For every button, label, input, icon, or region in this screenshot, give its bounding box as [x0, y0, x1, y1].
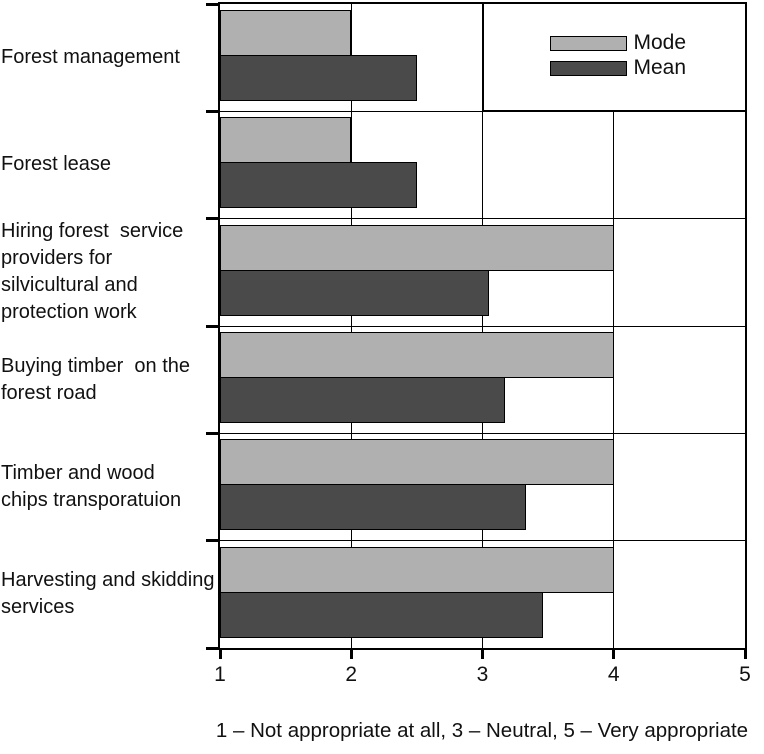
bar-mean [220, 484, 526, 531]
bar-mode [220, 546, 614, 593]
plot-area: Mode Mean [218, 2, 747, 650]
legend-label-mean: Mean [633, 56, 687, 79]
x-tick-label: 1 [214, 663, 226, 686]
legend: Mode Mean [482, 4, 745, 112]
category-label-text: Timber and wood chips transporatuion [1, 461, 182, 511]
x-axis-tick [218, 650, 222, 659]
category-label-text: Hiring forest service providers for silv… [1, 220, 184, 324]
bar-mode [220, 10, 352, 56]
y-axis-tick [206, 646, 218, 650]
bar-mean [220, 269, 490, 316]
row-separator [220, 432, 745, 434]
bar-mode [220, 332, 614, 378]
category-label: Timber and wood chips transporatuion [1, 433, 216, 540]
bar-mean [220, 162, 417, 209]
x-axis-tick [481, 650, 484, 659]
category-label-text: Forest lease [1, 153, 112, 176]
y-axis-tick [206, 109, 218, 113]
x-axis-tick [612, 650, 616, 659]
category-label-text: Harvesting and skidding services [1, 569, 215, 619]
bar-mean [220, 55, 417, 101]
x-tick-label: 4 [607, 663, 620, 686]
category-label-text: Forest management [1, 46, 180, 69]
legend-item-mode: Mode [549, 31, 687, 54]
x-axis-tick [349, 650, 353, 659]
axis-caption: 1 – Not appropriate at all, 3 – Neutral,… [215, 719, 749, 742]
x-tick-label: 5 [739, 663, 751, 686]
legend-label-mode: Mode [633, 31, 687, 54]
category-label: Forest lease [1, 111, 216, 218]
y-axis-tick [206, 324, 218, 328]
row-separator [220, 325, 745, 327]
row-separator [220, 110, 745, 112]
y-axis-tick [206, 539, 218, 543]
x-tick-label: 3 [476, 663, 489, 686]
bar-mean [220, 377, 505, 423]
x-axis-tick [743, 650, 747, 659]
y-axis-tick [206, 431, 218, 435]
plot-inner: Mode Mean [220, 4, 745, 648]
category-label: Buying timber on the forest road [1, 326, 216, 433]
category-label-text: Buying timber on the forest road [1, 354, 190, 404]
legend-swatch-mode [549, 35, 627, 51]
category-label: Forest management [1, 4, 216, 111]
category-label: Hiring forest service providers for silv… [1, 219, 216, 326]
category-label: Harvesting and skidding services [1, 541, 216, 648]
row-separator [220, 218, 745, 220]
bar-mode [220, 117, 352, 164]
legend-item-mean: Mean [549, 56, 687, 79]
legend-swatch-mean [549, 60, 627, 76]
bar-mean [220, 591, 543, 638]
bar-mode [220, 439, 614, 486]
y-axis-tick [206, 2, 218, 6]
x-tick-label: 2 [345, 663, 358, 686]
row-separator [220, 540, 745, 542]
y-axis-tick [206, 217, 218, 221]
bar-mode [220, 224, 614, 271]
